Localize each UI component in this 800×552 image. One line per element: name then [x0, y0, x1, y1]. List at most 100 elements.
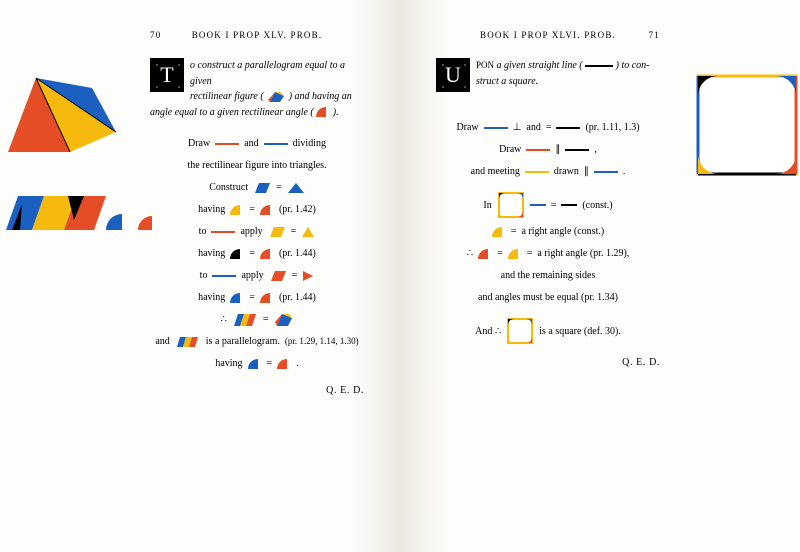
page-number: 71 — [649, 30, 660, 40]
pgram-tricolor-icon — [232, 313, 258, 327]
pgram-icon — [269, 270, 287, 282]
angle-icon — [508, 249, 522, 259]
txt: drawn — [554, 162, 579, 181]
eq: = — [527, 244, 533, 263]
page-number: 70 — [150, 30, 161, 40]
segment-black — [565, 149, 589, 151]
txt: a right angle (const.) — [521, 222, 604, 241]
angle-icon — [230, 205, 244, 215]
eq: = — [291, 222, 297, 241]
segment-red — [211, 231, 235, 233]
lead-text: o construct a parallelogram equal to a g… — [190, 60, 345, 87]
txt: is a square (def. 30). — [539, 322, 621, 341]
txt: and angles must be equal (pr. 1.34) — [478, 288, 618, 307]
ref: (pr. 1.44) — [279, 288, 316, 307]
angle-icon — [260, 205, 274, 215]
angle-icon — [492, 227, 506, 237]
angle-icon — [248, 359, 262, 369]
txt: and the remaining sides — [501, 266, 596, 285]
txt: having — [198, 200, 225, 219]
parallel-symbol: ∥ — [555, 140, 560, 159]
ref: (pr. 1.42) — [279, 200, 316, 219]
txt: and — [526, 118, 540, 137]
dropcap: T — [150, 58, 184, 92]
txt: Draw — [499, 140, 521, 159]
margin-figure-square — [692, 70, 800, 180]
angle-icon — [478, 249, 492, 259]
txt: dividing — [293, 134, 326, 153]
txt: is a parallelogram. — [206, 332, 280, 351]
angle-icon — [260, 249, 274, 259]
txt: apply — [240, 222, 262, 241]
tri-icon — [301, 226, 315, 238]
angle-icon — [230, 293, 244, 303]
qed: Q. E. D. — [436, 353, 660, 372]
eq: = — [497, 244, 503, 263]
tri-icon — [302, 270, 314, 282]
lead-paragraph: T o construct a parallelogram equal to a… — [150, 58, 364, 120]
running-head-text: BOOK I PROP XLVI. PROB. — [480, 30, 616, 40]
segment-yellow — [525, 171, 549, 173]
txt: Draw — [456, 118, 478, 137]
segment-blue — [264, 143, 288, 145]
ref: (pr. 1.44) — [279, 244, 316, 263]
eq: = — [249, 288, 255, 307]
therefore: ∴ — [220, 310, 226, 329]
eq: = — [249, 200, 255, 219]
angle-icon — [316, 107, 330, 117]
tri-icon — [287, 182, 305, 194]
comma: , — [594, 140, 597, 159]
eq: = — [267, 354, 273, 373]
margin-figure-parallelogram — [0, 190, 143, 245]
lead-text: angle equal to a given rectilinear angle… — [150, 107, 314, 118]
txt: And ∴ — [475, 322, 501, 341]
dot: . — [296, 354, 299, 373]
margin-figure-quadrilateral — [0, 70, 133, 170]
segment-blue — [530, 204, 546, 206]
txt: to — [200, 266, 208, 285]
quad-icon — [274, 312, 294, 328]
page-left: 70 BOOK I PROP XLV. PROB. T o construct … — [0, 0, 400, 552]
ref: (const.) — [582, 196, 612, 215]
segment-black — [561, 204, 577, 206]
lead-text: struct a square. — [476, 76, 538, 87]
ref: (pr. 1.11, 1.3) — [585, 118, 639, 137]
qed: Q. E. D. — [150, 381, 364, 400]
txt: Draw — [188, 134, 210, 153]
segment-black — [585, 65, 613, 67]
proof-body: Draw ⊥ and = (pr. 1.11, 1.3) Draw ∥ , an — [436, 118, 660, 372]
eq: = — [511, 222, 517, 241]
segment-blue — [594, 171, 618, 173]
lead-paragraph: U PON pon a given straight line ( a give… — [436, 58, 660, 104]
txt: In — [483, 196, 491, 215]
square-icon — [506, 317, 534, 345]
proof-body: Draw and dividing the rectilinear figure… — [150, 134, 364, 400]
lead-text: ) and having an — [289, 91, 352, 102]
segment-black — [556, 127, 580, 129]
txt: to — [199, 222, 207, 241]
segment-blue — [212, 275, 236, 277]
page-right: BOOK I PROP XLVI. PROB. 71 U PON pon a g… — [400, 0, 800, 552]
dropcap: U — [436, 58, 470, 92]
eq: = — [263, 310, 269, 329]
txt: having — [215, 354, 242, 373]
running-head: 70 BOOK I PROP XLV. PROB. — [150, 30, 364, 40]
therefore: ∴ — [467, 244, 473, 263]
txt: having — [198, 288, 225, 307]
eq: = — [546, 118, 552, 137]
eq: = — [249, 244, 255, 263]
txt: and — [155, 332, 169, 351]
running-head-text: BOOK I PROP XLV. PROB. — [192, 30, 323, 40]
segment-blue — [484, 127, 508, 129]
pgram-tricolor-icon — [175, 336, 201, 348]
eq: = — [292, 266, 298, 285]
pgram-icon — [268, 226, 286, 238]
segment-red — [215, 143, 239, 145]
ref: (pr. 1.29, 1.14, 1.30) — [285, 333, 359, 350]
eq: = — [551, 196, 557, 215]
running-head: BOOK I PROP XLVI. PROB. 71 — [436, 30, 660, 40]
lead-text: ). — [333, 107, 339, 118]
lead-text: ) to con- — [616, 60, 650, 71]
dot: . — [623, 162, 626, 181]
txt: having — [198, 244, 225, 263]
